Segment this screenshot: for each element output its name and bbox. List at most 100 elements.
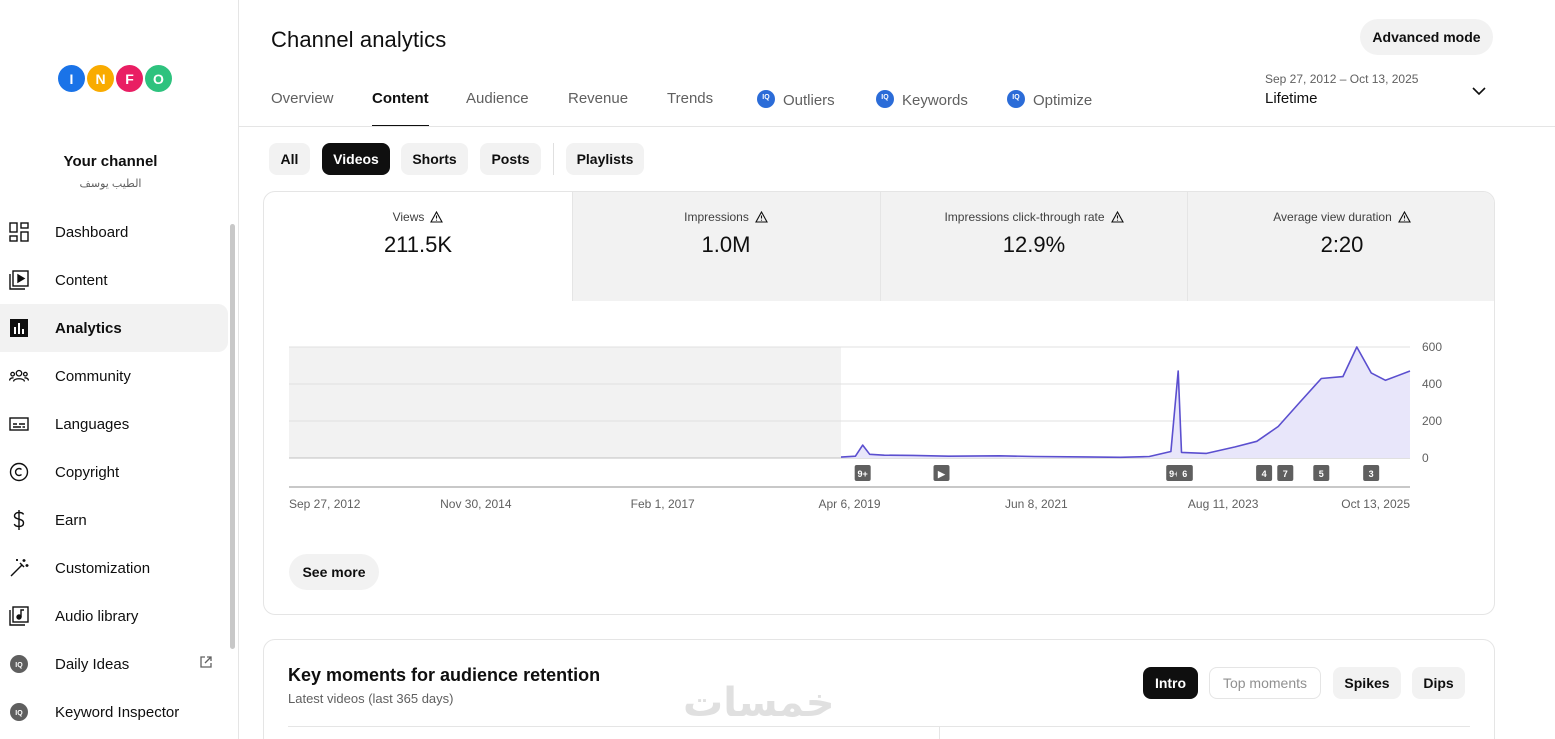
x-tick-label: Feb 1, 2017 — [631, 497, 695, 511]
vidiq-icon — [1007, 90, 1025, 108]
video-marker — [933, 465, 950, 481]
community-icon — [9, 366, 29, 386]
tab-revenue[interactable]: Revenue — [568, 90, 628, 127]
sidebar-item-label: Daily Ideas — [55, 655, 130, 673]
external-link-icon — [199, 655, 213, 674]
sidebar-item-dashboard[interactable]: Dashboard — [0, 208, 228, 256]
logo-letter: O — [145, 65, 172, 92]
sidebar-scrollbar[interactable] — [230, 224, 235, 649]
watermark: خمسات — [683, 680, 835, 726]
earn-icon — [9, 510, 29, 530]
metric-value: 1.0M — [701, 232, 751, 257]
tab-overview[interactable]: Overview — [271, 90, 334, 127]
sidebar-item-keyword-inspector[interactable]: IQ Keyword Inspector — [0, 688, 228, 736]
video-marker — [1363, 465, 1380, 481]
sidebar-nav: Dashboard Content Analytics Community La… — [0, 208, 228, 736]
chip-all[interactable]: All — [269, 143, 310, 175]
video-marker-label: 6 — [1182, 469, 1187, 479]
sidebar-item-languages[interactable]: Languages — [0, 400, 228, 448]
key-moments-card: Key moments for audience retention Lates… — [263, 639, 1495, 739]
tab-label: Revenue — [568, 90, 629, 107]
audio-library-icon — [9, 606, 29, 626]
tab-outliers[interactable]: Outliers — [757, 90, 835, 127]
metric-ctr[interactable]: Impressions click-through rate 12.9% — [880, 192, 1188, 301]
x-tick-label: Apr 6, 2019 — [818, 497, 880, 511]
tab-optimize[interactable]: Optimize — [1007, 90, 1092, 127]
copyright-icon — [9, 462, 29, 482]
video-marker-label: 9+ — [1169, 469, 1179, 479]
sidebar-item-label: Community — [55, 367, 131, 385]
video-marker — [1256, 465, 1273, 481]
section-subtitle: Latest videos (last 365 days) — [288, 691, 454, 706]
date-range-text: Sep 27, 2012 – Oct 13, 2025 — [1265, 72, 1419, 86]
content-icon — [9, 270, 29, 290]
advanced-mode-button[interactable]: Advanced mode — [1360, 19, 1493, 55]
sidebar-item-daily-ideas[interactable]: IQ Daily Ideas — [0, 640, 228, 688]
tab-trends[interactable]: Trends — [667, 90, 713, 127]
tab-label: Trends — [667, 90, 714, 107]
metric-label-text: Impressions — [684, 210, 749, 224]
sidebar-item-label: Dashboard — [55, 223, 129, 241]
sidebar-item-label: Content — [55, 271, 108, 289]
chip-intro[interactable]: Intro — [1143, 667, 1198, 699]
tab-content[interactable]: Content — [372, 90, 429, 127]
chip-top-moments[interactable]: Top moments — [1209, 667, 1321, 699]
y-tick-label: 0 — [1422, 451, 1429, 465]
page-title: Channel analytics — [271, 27, 447, 52]
sidebar-item-analytics[interactable]: Analytics — [0, 304, 228, 352]
chip-dips[interactable]: Dips — [1412, 667, 1465, 699]
video-marker — [1313, 465, 1330, 481]
sidebar-item-label: Keyword Inspector — [55, 703, 180, 721]
video-marker-label: ▶ — [937, 469, 946, 479]
y-tick-label: 200 — [1422, 414, 1442, 428]
chip-spikes[interactable]: Spikes — [1333, 667, 1401, 699]
chip-posts[interactable]: Posts — [480, 143, 541, 175]
see-more-button[interactable]: See more — [289, 554, 379, 590]
chevron-down-icon — [1470, 82, 1488, 105]
section-divider — [288, 726, 1470, 727]
sidebar-item-audio-library[interactable]: Audio library — [0, 592, 228, 640]
sidebar-item-copyright[interactable]: Copyright — [0, 448, 228, 496]
no-data-region — [289, 347, 842, 458]
vidiq-icon: IQ — [9, 654, 29, 674]
metric-label: Average view duration — [1188, 210, 1494, 226]
section-title: Key moments for audience retention — [288, 665, 601, 685]
date-range-label: Lifetime — [1265, 90, 1318, 107]
metrics-card: Views 211.5K Impressions 1.0M Impression… — [263, 191, 1495, 615]
video-marker-label: 3 — [1369, 469, 1374, 479]
channel-name: الطيب يوسف — [79, 178, 142, 190]
channel-logo[interactable]: I N F O — [58, 65, 172, 92]
metric-value: 2:20 — [1320, 232, 1364, 257]
logo-letter: F — [116, 65, 143, 92]
logo-letter: I — [58, 65, 85, 92]
sidebar: I N F O Your channel الطيب يوسف Dashboar… — [0, 0, 239, 739]
tab-audience[interactable]: Audience — [466, 90, 529, 127]
tab-keywords[interactable]: Keywords — [876, 90, 968, 127]
metric-views[interactable]: Views 211.5K — [264, 192, 572, 301]
sidebar-item-content[interactable]: Content — [0, 256, 228, 304]
metric-avg-view-duration[interactable]: Average view duration 2:20 — [1188, 192, 1494, 301]
sidebar-item-label: Earn — [55, 511, 87, 529]
chip-playlists[interactable]: Playlists — [566, 143, 644, 175]
metric-divider — [572, 192, 573, 301]
sidebar-item-earn[interactable]: Earn — [0, 496, 228, 544]
metric-label-text: Average view duration — [1273, 210, 1392, 224]
warning-icon — [754, 210, 768, 226]
metric-label-text: Impressions click-through rate — [944, 210, 1105, 224]
chip-shorts[interactable]: Shorts — [401, 143, 468, 175]
metric-impressions[interactable]: Impressions 1.0M — [572, 192, 880, 301]
sidebar-item-label: Copyright — [55, 463, 120, 481]
sidebar-item-community[interactable]: Community — [0, 352, 228, 400]
tab-label: Overview — [271, 90, 334, 107]
y-tick-label: 600 — [1422, 340, 1442, 354]
warning-icon — [430, 210, 444, 226]
sidebar-item-customization[interactable]: Customization — [0, 544, 228, 592]
tab-label: Keywords — [902, 92, 968, 109]
chip-videos[interactable]: Videos — [322, 143, 390, 175]
svg-text:IQ: IQ — [15, 662, 23, 669]
x-tick-label: Oct 13, 2025 — [1341, 497, 1410, 511]
channel-title: Your channel — [63, 153, 158, 170]
series-line — [840, 346, 1411, 459]
metric-label: Impressions click-through rate — [880, 210, 1188, 226]
